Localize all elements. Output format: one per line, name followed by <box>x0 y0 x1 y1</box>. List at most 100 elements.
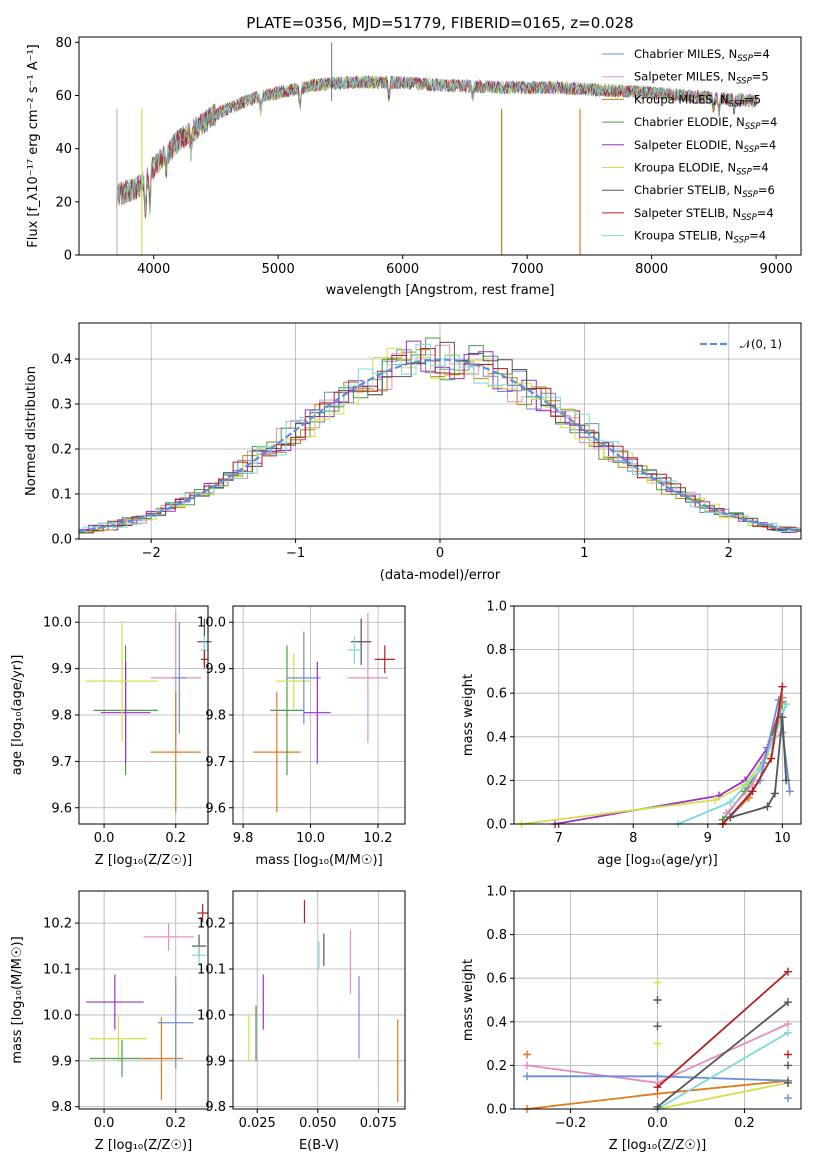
legend-val: =4 <box>759 138 776 152</box>
legend-sub: SSP <box>734 236 750 246</box>
mass-weight-vs-age-marker-7-1 <box>748 787 757 796</box>
mass-vs-Z-xtick-label-0: 0.0 <box>94 1116 115 1131</box>
age-vs-Z-xtick-label-1: 0.2 <box>165 831 186 846</box>
mass-vs-EBV-ytick-label-4: 10.2 <box>197 917 226 932</box>
mass-weight-vs-Z-marker-7-1 <box>783 1028 792 1037</box>
legend-sub: SSP <box>745 122 761 132</box>
legend-val: =4 <box>749 229 766 243</box>
mass-weight-vs-age-marker-8-3 <box>778 713 787 722</box>
mass-vs-Z-point-0 <box>86 974 144 1030</box>
residuals-xtick-label-4: 2 <box>725 546 733 561</box>
mass-weight-vs-age-ytick-label-1: 0.2 <box>486 774 507 789</box>
mass-weight-vs-Z-marker-12-0 <box>783 1078 792 1087</box>
mass-weight-vs-Z-marker-9-0 <box>653 996 662 1004</box>
legend-val: =4 <box>753 47 770 61</box>
age-vs-mass-frame <box>232 605 406 825</box>
age-vs-Z-ytick-label-0: 9.6 <box>51 801 72 816</box>
mass-vs-EBV-frame <box>232 890 406 1110</box>
mass-weight-vs-age-ytick-label-3: 0.6 <box>486 687 507 702</box>
mass-weight-vs-Z-frame <box>513 890 802 1110</box>
mass-weight-vs-Z-marker-14-0 <box>783 1050 792 1059</box>
mass-weight-vs-age-marker-1-1 <box>711 796 720 805</box>
age-vs-Z-point-5 <box>172 622 187 734</box>
mass-weight-vs-age-xtick-label-0: 7 <box>555 831 563 846</box>
mass-weight-vs-Z-xlabel: Z [log₁₀(Z/Z☉)] <box>609 1138 706 1153</box>
legend-name: Kroupa STELIB, N <box>634 229 734 243</box>
age-vs-mass-xtick-label-2: 10.2 <box>364 831 393 846</box>
spectrum-ytick-label-0: 0 <box>64 249 72 264</box>
mass-weight-vs-age-series <box>517 682 794 828</box>
legend-name: Kroupa MILES, N <box>634 92 729 106</box>
mass-weight-vs-age-marker-8-0 <box>726 813 735 822</box>
residuals-ytick-label-3: 0.3 <box>51 398 72 413</box>
age-vs-Z-ytick-label-4: 10.0 <box>43 616 72 631</box>
mass-vs-Z-axes: 0.0 0.2 9.8 9.9 10.0 10.1 10.2 <box>43 891 208 1131</box>
spectrum-ytick-label-2: 40 <box>55 142 72 157</box>
spectrum-line-8 <box>118 75 758 215</box>
mass-weight-vs-age-xtick-label-3: 10 <box>774 831 791 846</box>
mass-weight-vs-age-marker-4-0 <box>722 809 731 818</box>
age-vs-mass-point-5 <box>347 612 389 743</box>
mass-weight-vs-age-marker-7-3 <box>778 682 787 691</box>
mass-weight-vs-age-line-7 <box>722 686 784 825</box>
spectrum-ytick-label-3: 60 <box>55 89 72 104</box>
mass-vs-Z-ytick-label-2: 10.0 <box>43 1008 72 1023</box>
age-vs-Z-ytick-label-3: 9.9 <box>51 662 72 677</box>
mass-vs-EBV-ytick-label-0: 9.8 <box>205 1100 226 1115</box>
mass-weight-vs-Z-ytick-label-5: 1.0 <box>486 885 507 900</box>
mass-vs-Z-point-5 <box>143 923 194 951</box>
legend-entry-6: Chabrier STELIB, NSSP=6 <box>634 183 775 200</box>
mass-vs-EBV-xtick-label-2: 0.075 <box>360 1116 397 1131</box>
spectrum-title: PLATE=0356, MJD=51779, FIBERID=0165, z=0… <box>246 14 633 32</box>
mass-weight-vs-age-ytick-label-2: 0.4 <box>486 730 507 745</box>
mass-vs-EBV-ytick-label-2: 10.0 <box>197 1008 226 1023</box>
mass-weight-vs-Z-line-13 <box>656 971 789 1088</box>
age-vs-Z-point-4 <box>150 691 201 813</box>
residuals-normal-curve <box>79 358 801 533</box>
mass-weight-vs-Z-line-8 <box>656 1001 789 1108</box>
mass-vs-Z-point-4 <box>157 976 194 1069</box>
legend-name: Chabrier STELIB, N <box>634 183 742 197</box>
legend-name: Chabrier ELODIE, N <box>634 115 745 129</box>
mass-weight-vs-Z-axes: −0.2 0.0 0.2 0.0 0.2 0.4 0.6 0.8 1.0 <box>486 885 801 1131</box>
age-vs-Z-point-8 <box>200 650 208 669</box>
mass-weight-vs-age-marker-8-1 <box>763 802 772 811</box>
mass-weight-vs-Z-marker-10-0 <box>653 1022 662 1031</box>
mass-vs-Z-ytick-label-3: 10.1 <box>43 963 72 978</box>
mass-weight-vs-Z-xtick-label-2: 0.2 <box>734 1116 755 1131</box>
mass-weight-vs-age-ytick-label-4: 0.8 <box>486 643 507 658</box>
residuals-xtick-label-1: −1 <box>286 546 305 561</box>
residuals-ytick-label-1: 0.1 <box>51 488 72 503</box>
spectrum-xtick-label-0: 4000 <box>137 262 170 277</box>
mass-vs-Z-xlabel: Z [log₁₀(Z/Z☉)] <box>95 1138 192 1153</box>
legend-sub: SSP <box>741 213 757 223</box>
mass-weight-vs-Z-xtick-label-0: −0.2 <box>555 1116 587 1131</box>
age-vs-Z-point-2 <box>86 620 158 742</box>
age-vs-mass-axes: 9.8 10.0 10.2 9.6 9.7 9.8 9.9 10.0 <box>197 606 405 846</box>
age-vs-mass-point-7 <box>347 636 362 664</box>
legend-entry-8: Kroupa STELIB, NSSP=4 <box>634 229 766 246</box>
spectrum-xtick-label-4: 8000 <box>635 262 668 277</box>
mass-weight-vs-age-ytick-label-5: 1.0 <box>486 600 507 615</box>
mass-vs-Z-ytick-label-4: 10.2 <box>43 917 72 932</box>
mass-weight-vs-Z-marker-3-1 <box>653 1072 662 1081</box>
legend-name: Chabrier MILES, N <box>634 47 737 61</box>
age-vs-Z-points <box>86 612 212 813</box>
legend-entry-3: Chabrier ELODIE, NSSP=4 <box>634 115 777 132</box>
mass-vs-Z-point-1 <box>89 1015 148 1062</box>
age-vs-mass-point-2 <box>276 653 311 709</box>
mass-weight-vs-age-marker-5-1 <box>726 798 735 807</box>
mass-weight-vs-Z-marker-15-0 <box>783 1094 792 1103</box>
mass-weight-vs-age-marker-6-2 <box>774 695 783 704</box>
mass-weight-vs-Z-marker-8-1 <box>783 998 792 1007</box>
mass-weight-vs-Z-marker-5-0 <box>653 978 662 987</box>
mass-vs-EBV-xtick-label-1: 0.050 <box>299 1116 336 1131</box>
mass-weight-vs-Z-marker-13-1 <box>783 967 792 976</box>
residuals-xtick-label-0: −2 <box>142 546 161 561</box>
age-vs-mass-point-4 <box>303 661 331 764</box>
mass-weight-vs-Z-marker-1-0 <box>523 1050 532 1059</box>
residuals-axes: −2 −1 0 1 2 0.0 0.1 0.2 0.3 0.4 <box>51 323 801 561</box>
spectrum-ytick-label-4: 80 <box>55 36 72 51</box>
mass-weight-vs-Z-line-4 <box>657 1081 789 1110</box>
age-vs-mass-point-3 <box>286 631 321 725</box>
